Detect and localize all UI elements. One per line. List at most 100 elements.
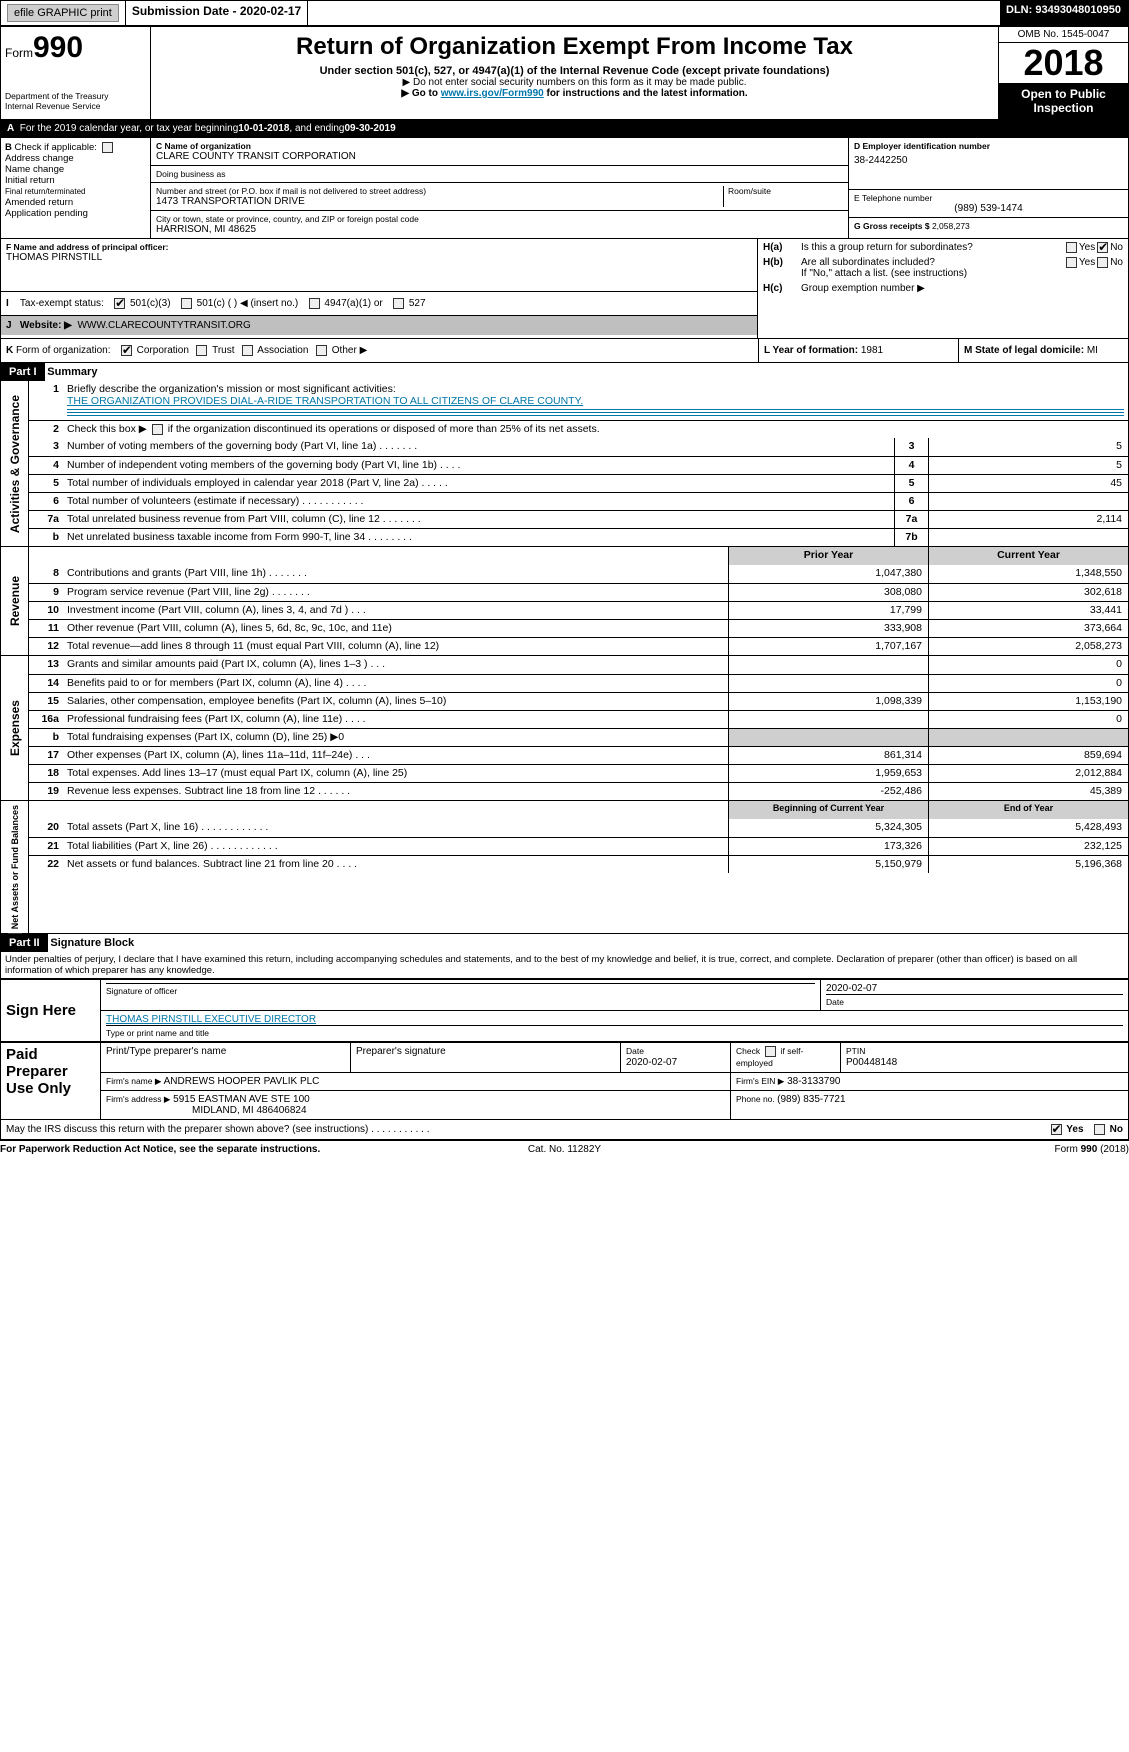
submission-date: Submission Date - 2020-02-17 [126,1,308,25]
chk-assoc[interactable] [242,345,253,356]
firm-addr2: MIDLAND, MI 486406824 [106,1105,307,1116]
chk-other[interactable] [316,345,327,356]
ein: 38-2442250 [854,151,1123,166]
chk-discuss-yes[interactable] [1051,1124,1062,1135]
prior-year-hdr: Prior Year [728,547,928,565]
irs-link[interactable]: www.irs.gov/Form990 [441,88,544,99]
current-year-hdr: Current Year [928,547,1128,565]
tel-label: E Telephone number [854,193,1123,203]
section-C: C Name of organization CLARE COUNTY TRAN… [151,138,848,238]
beg-year-hdr: Beginning of Current Year [728,801,928,819]
firm-ein-label: Firm's EIN ▶ [736,1076,784,1086]
mission-label: Briefly describe the organization's miss… [67,383,396,395]
paid-preparer-label: Paid Preparer Use Only [6,1046,95,1097]
section-I: I Tax-exempt status: 501(c)(3) 501(c) ( … [1,291,757,315]
chk-ha-yes[interactable] [1066,242,1077,253]
opt-amended: Amended return [5,197,73,208]
line-2-check: Check this box ▶ if the organization dis… [63,421,1128,438]
data-line: 19 Revenue less expenses. Subtract line … [29,782,1128,800]
line-A: A For the 2019 calendar year, or tax yea… [0,120,1129,138]
firm-addr1: 5915 EASTMAN AVE STE 100 [173,1094,310,1105]
firm-ein: 38-3133790 [787,1076,840,1087]
city-label: City or town, state or province, country… [156,214,843,224]
data-line: 15 Salaries, other compensation, employe… [29,692,1128,710]
officer-typed: THOMAS PIRNSTILL EXECUTIVE DIRECTOR [106,1014,316,1025]
irs: Internal Revenue Service [5,101,146,111]
data-line: 21 Total liabilities (Part X, line 26) .… [29,837,1128,855]
chk-trust[interactable] [196,345,207,356]
gov-line: 4 Number of independent voting members o… [29,456,1128,474]
data-line: 10 Investment income (Part VIII, column … [29,601,1128,619]
sign-here-label: Sign Here [6,1002,95,1019]
chk-ha-no[interactable] [1097,242,1108,253]
form-number: Form990 [5,31,146,65]
section-B: B Check if applicable: Address change Na… [1,138,151,238]
section-F: F Name and address of principal officer:… [1,239,758,338]
phone-label: Phone no. [736,1094,777,1104]
open-to-public: Open to Public Inspection [999,83,1128,119]
section-L: L Year of formation: 1981 [758,339,958,362]
paperwork-notice: For Paperwork Reduction Act Notice, see … [0,1144,376,1155]
end-year-hdr: End of Year [928,801,1128,819]
ein-label: D Employer identification number [854,141,990,151]
data-line: 12 Total revenue—add lines 8 through 11 … [29,637,1128,655]
part2-hdr: Part II [1,934,48,952]
firm-name-label: Firm's name ▶ [106,1076,161,1086]
chk-corp[interactable] [121,345,132,356]
opt-name: Name change [5,164,64,175]
opt-final: Final return/terminated [5,187,85,196]
opt-address: Address change [5,153,74,164]
room-label: Room/suite [723,186,843,207]
discuss-row: May the IRS discuss this return with the… [0,1120,1129,1140]
gov-line: 5 Total number of individuals employed i… [29,474,1128,492]
chk-527[interactable] [393,298,404,309]
chk-discuss-no[interactable] [1094,1124,1105,1135]
section-J: J Website: ▶ WWW.CLARECOUNTYTRANSIT.ORG [1,315,757,335]
part2-title: Signature Block [50,937,134,949]
sign-here-table: Sign Here Signature of officer 2020-02-0… [0,979,1129,1042]
gov-line: 6 Total number of volunteers (estimate i… [29,492,1128,510]
side-expenses: Expenses [6,696,24,760]
data-line: 16a Professional fundraising fees (Part … [29,710,1128,728]
form-footer: Form 990 (2018) [753,1144,1129,1155]
omb-no: OMB No. 1545-0047 [999,27,1128,43]
side-revenue: Revenue [6,572,24,630]
data-line: 22 Net assets or fund balances. Subtract… [29,855,1128,873]
chk-applicable[interactable] [102,142,113,153]
sign-date: 2020-02-07 [826,983,1123,994]
data-line: 9 Program service revenue (Part VIII, li… [29,583,1128,601]
officer-name: THOMAS PIRNSTILL [6,252,752,263]
hb-note: If "No," attach a list. (see instruction… [763,268,1123,279]
chk-hb-no[interactable] [1097,257,1108,268]
chk-self-employed[interactable] [765,1046,776,1057]
firm-addr-label: Firm's address ▶ [106,1094,170,1104]
section-M: M State of legal domicile: MI [958,339,1128,362]
mission-text: THE ORGANIZATION PROVIDES DIAL-A-RIDE TR… [67,395,583,407]
note-2: ▶ Go to www.irs.gov/Form990 for instruct… [157,88,992,99]
data-line: 20 Total assets (Part X, line 16) . . . … [29,819,1128,837]
tel: (989) 539-1474 [854,203,1123,214]
gov-line: 3 Number of voting members of the govern… [29,438,1128,456]
opt-pending: Application pending [5,208,88,219]
prep-name-label: Print/Type preparer's name [101,1043,351,1072]
opt-initial: Initial return [5,175,55,186]
data-line: 14 Benefits paid to or for members (Part… [29,674,1128,692]
chk-discontinued[interactable] [152,424,163,435]
gov-line: 7a Total unrelated business revenue from… [29,510,1128,528]
efile-btn[interactable]: efile GRAPHIC print [7,4,119,22]
chk-501c[interactable] [181,298,192,309]
data-line: 8 Contributions and grants (Part VIII, l… [29,565,1128,583]
side-governance: Activities & Governance [6,391,24,537]
gov-line: b Net unrelated business taxable income … [29,528,1128,546]
chk-501c3[interactable] [114,298,125,309]
chk-self-label: Check [736,1047,760,1057]
data-line: 13 Grants and similar amounts paid (Part… [29,656,1128,674]
cat-no: Cat. No. 11282Y [376,1144,752,1155]
data-line: 11 Other revenue (Part VIII, column (A),… [29,619,1128,637]
street-label: Number and street (or P.O. box if mail i… [156,186,723,196]
ptin: P00448148 [846,1057,897,1068]
note-1: ▶ Do not enter social security numbers o… [157,77,992,88]
chk-hb-yes[interactable] [1066,257,1077,268]
paid-preparer-table: Paid Preparer Use Only Print/Type prepar… [0,1042,1129,1119]
chk-4947[interactable] [309,298,320,309]
